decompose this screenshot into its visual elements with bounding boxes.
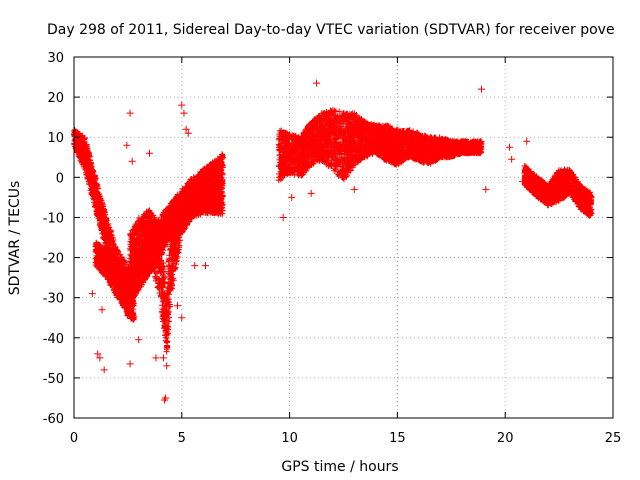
series-point-cloud: [71, 106, 595, 355]
axis-ticks: 0 5 10 15 20 25 -60 -50 -40 -30 -20 -10 0 10 20 30: [43, 51, 622, 446]
outlier-point: [173, 302, 181, 310]
outlier-point: [145, 149, 153, 157]
outlier-point: [159, 354, 167, 362]
plot-frame: [73, 56, 614, 419]
y-axis-label: SDTVAR / TECUs: [7, 181, 23, 296]
outlier-point: [184, 129, 192, 137]
y-tick-label: -50: [43, 372, 64, 387]
outlier-point: [88, 290, 96, 298]
y-tick-label: -30: [43, 292, 64, 307]
grid-lines: [74, 57, 613, 418]
outlier-point: [152, 354, 160, 362]
x-tick-label: 25: [605, 431, 622, 446]
outlier-point: [98, 306, 106, 314]
outlier-point: [100, 366, 108, 374]
outlier-point: [135, 336, 143, 344]
outlier-point: [161, 396, 169, 404]
outlier-point: [523, 137, 531, 145]
outlier-point: [288, 193, 296, 201]
outlier-point: [307, 189, 315, 197]
x-tick-label: 10: [281, 431, 298, 446]
x-axis-label: GPS time / hours: [281, 459, 398, 475]
outlier-point: [94, 350, 102, 358]
outlier-point: [178, 101, 186, 109]
outlier-point: [518, 177, 526, 185]
x-tick-label: 0: [70, 431, 78, 446]
outlier-point: [126, 109, 134, 117]
data-points: [71, 79, 595, 404]
x-tick-label: 15: [389, 431, 406, 446]
x-tick-label: 5: [178, 431, 186, 446]
outlier-point: [178, 314, 186, 322]
outlier-point: [182, 125, 190, 133]
outlier-point: [163, 362, 171, 370]
y-tick-label: 30: [47, 51, 64, 66]
outlier-point: [482, 185, 490, 193]
y-tick-label: 0: [56, 171, 64, 186]
outlier-point: [123, 141, 131, 149]
outlier-point: [126, 360, 134, 368]
outlier-point: [506, 143, 514, 151]
outlier-point: [279, 213, 287, 221]
y-tick-label: -60: [43, 412, 64, 427]
outlier-point: [508, 155, 516, 163]
outlier-point: [128, 157, 136, 165]
outlier-point: [191, 262, 199, 270]
outlier-point: [350, 185, 358, 193]
x-tick-label: 20: [497, 431, 514, 446]
y-tick-label: -40: [43, 332, 64, 347]
y-tick-label: 20: [47, 91, 64, 106]
y-tick-label: 10: [47, 131, 64, 146]
outlier-point: [96, 354, 104, 362]
chart-title: Day 298 of 2011, Sidereal Day-to-day VTE…: [47, 22, 615, 38]
y-tick-label: -10: [43, 211, 64, 226]
outlier-point: [477, 85, 485, 93]
y-tick-label: -20: [43, 252, 64, 267]
outlier-point: [180, 109, 188, 117]
outlier-point: [313, 79, 321, 87]
outlier-point: [202, 262, 210, 270]
